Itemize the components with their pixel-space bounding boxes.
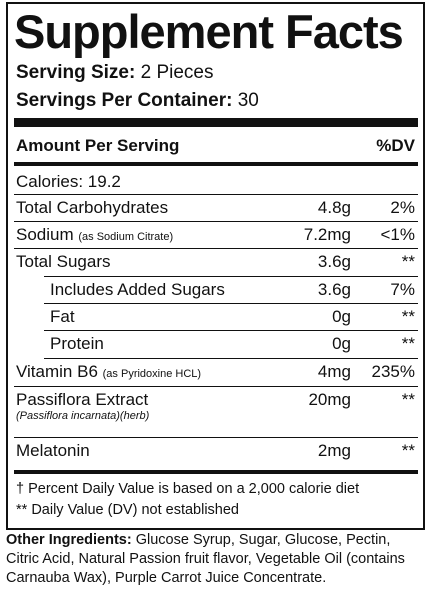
servings-per-container: Servings Per Container: 30 [16,90,259,112]
daily-value: 7% [390,280,415,299]
amount: 3.6g [317,252,351,271]
rule [44,358,418,359]
thick-rule [14,118,418,127]
nutrient-name: Includes Added Sugars [50,280,225,300]
footnote: † Percent Daily Value is based on a 2,00… [16,481,360,497]
amount: 3.6g [317,280,351,299]
rule [14,470,418,474]
title: Supplement Facts [14,5,404,58]
name: Total Sugars [16,252,111,271]
nutrient-name: Fat [50,307,75,327]
label: Other Ingredients: [6,532,132,548]
note: (as Pyridoxine HCL) [102,368,202,380]
serving-size: Serving Size: 2 Pieces [16,62,213,84]
calories: Calories: 19.2 [16,172,121,191]
column-header: Amount Per Serving [16,136,180,155]
name: Protein [50,334,104,353]
label: Servings Per Container: [16,90,233,111]
rule [14,386,418,387]
nutrient-name: Protein [50,334,104,354]
nutrient-name: Total Carbohydrates [16,198,168,218]
daily-value: ** [401,441,415,460]
daily-value: 235% [371,362,415,381]
name: Passiflora Extract [16,390,149,409]
label: Serving Size: [16,62,136,83]
nutrient-name: Total Sugars [16,252,111,272]
amount: 2mg [317,441,351,460]
daily-value: ** [401,390,415,409]
rule [14,194,418,195]
value: 2 Pieces [140,62,214,83]
amount: 0g [332,307,351,326]
note: (as Sodium Citrate) [78,231,174,243]
facts-panel [6,2,425,530]
amount: 0g [332,334,351,353]
subnote: (Passiflora incarnata)(herb) [16,410,150,422]
name: Melatonin [16,441,90,460]
footnote: ** Daily Value (DV) not established [16,502,239,518]
nutrient-name: Melatonin [16,441,90,461]
rule [44,303,418,304]
other-ingredients: Other Ingredients: Glucose Syrup, Sugar,… [6,531,424,588]
name: Includes Added Sugars [50,280,225,299]
amount: 20mg [308,390,351,409]
rule [14,221,418,222]
nutrient-name: Passiflora Extract [16,390,148,410]
amount: 7.2mg [303,225,351,244]
daily-value: ** [401,307,415,326]
name: Vitamin B6 [16,362,98,381]
text: Glucose Syrup, Sugar, Glucose, Pectin, C… [6,532,405,586]
daily-value: ** [401,252,415,271]
rule [14,248,418,249]
name: Fat [50,307,75,326]
daily-value: <1% [380,225,416,244]
nutrient-name: Sodium (as Sodium Citrate) [16,225,173,245]
amount: 4.8g [317,198,351,217]
name: Sodium [16,225,74,244]
rule [44,276,418,277]
amount: 4mg [317,362,351,381]
value: 30 [237,90,259,111]
nutrient-name: Vitamin B6 (as Pyridoxine HCL) [16,362,201,382]
column-header: %DV [376,136,415,155]
daily-value: 2% [390,198,415,217]
daily-value: ** [401,334,415,353]
rule [14,437,418,438]
rule [14,162,418,166]
rule [44,330,418,331]
name: Total Carbohydrates [16,198,169,217]
